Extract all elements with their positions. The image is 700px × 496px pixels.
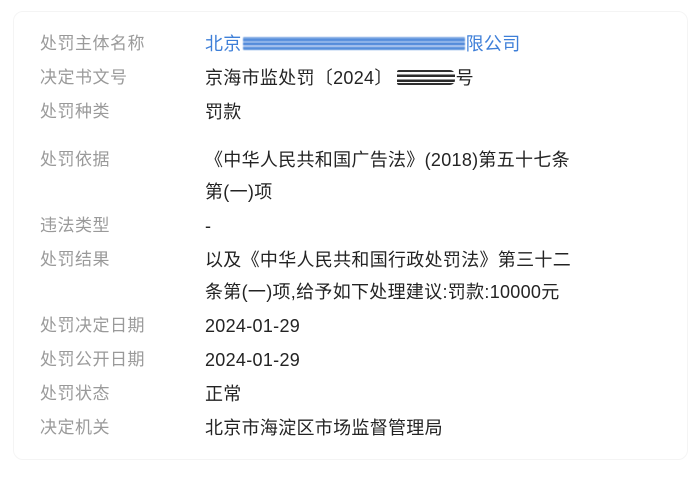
field-value-penalty-status: 正常: [205, 384, 242, 404]
field-value-penalty-result: 以及《中华人民共和国行政处罚法》第三十二 条第(一)项,给予如下处理建议:罚款:…: [205, 250, 571, 302]
field-label-subject-name: 处罚主体名称: [40, 34, 145, 53]
field-row-document-number: 决定书文号 京海市监处罚〔2024〕 号: [40, 62, 670, 94]
field-value-penalty-type: 罚款: [205, 102, 242, 122]
field-label-penalty-type: 处罚种类: [40, 102, 110, 121]
field-row-subject-name: 处罚主体名称 北京 限公司: [40, 28, 670, 60]
field-label-decision-authority: 决定机关: [40, 418, 110, 437]
company-name-suffix: 限公司: [465, 34, 521, 54]
field-row-penalty-result: 处罚结果 以及《中华人民共和国行政处罚法》第三十二 条第(一)项,给予如下处理建…: [40, 244, 670, 308]
field-row-decision-authority: 决定机关 北京市海淀区市场监督管理局: [40, 412, 670, 444]
field-row-penalty-basis: 处罚依据 《中华人民共和国广告法》(2018)第五十七条 第(一)项: [40, 144, 670, 208]
document-number-suffix: 号: [455, 68, 474, 88]
field-label-penalty-status: 处罚状态: [40, 384, 110, 403]
document-number-prefix: 京海市监处罚〔2024〕: [205, 68, 393, 88]
field-label-decision-date: 处罚决定日期: [40, 316, 145, 335]
field-label-penalty-result: 处罚结果: [40, 250, 110, 269]
redaction-bar-company: [242, 36, 465, 50]
field-value-publish-date: 2024-01-29: [205, 350, 301, 370]
field-label-violation-type: 违法类型: [40, 216, 110, 235]
field-value-violation-type: -: [205, 216, 212, 236]
field-label-document-number: 决定书文号: [40, 68, 128, 87]
field-value-decision-authority: 北京市海淀区市场监督管理局: [205, 418, 443, 438]
field-label-penalty-basis: 处罚依据: [40, 150, 110, 169]
field-row-penalty-status: 处罚状态 正常: [40, 378, 670, 410]
field-row-penalty-type: 处罚种类 罚款: [40, 96, 670, 128]
field-value-penalty-basis: 《中华人民共和国广告法》(2018)第五十七条 第(一)项: [205, 150, 570, 202]
redaction-bar-document-number: [396, 69, 455, 85]
field-value-decision-date: 2024-01-29: [205, 316, 301, 336]
field-label-publish-date: 处罚公开日期: [40, 350, 145, 369]
field-row-violation-type: 违法类型 -: [40, 210, 670, 242]
field-row-decision-date: 处罚决定日期 2024-01-29: [40, 310, 670, 342]
company-name-prefix: 北京: [205, 34, 242, 54]
field-value-document-number: 京海市监处罚〔2024〕 号: [205, 62, 474, 94]
field-value-subject-name[interactable]: 北京 限公司: [205, 28, 521, 60]
field-row-publish-date: 处罚公开日期 2024-01-29: [40, 344, 670, 376]
